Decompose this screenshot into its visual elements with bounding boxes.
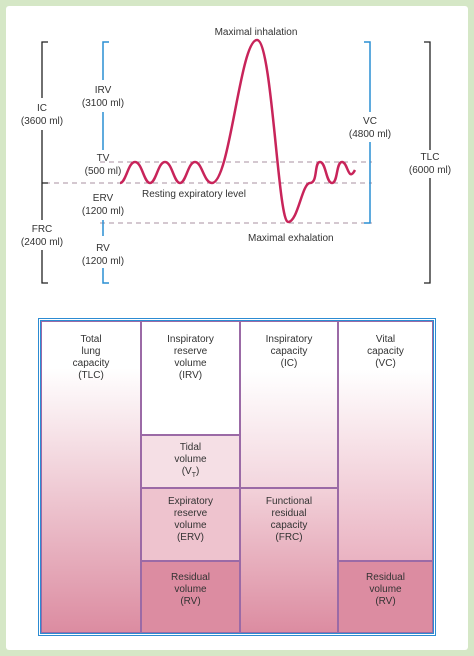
- cell-text: capacity: [72, 358, 110, 369]
- cell-text: capacity: [270, 520, 308, 531]
- table-cell: Residual volume (RV): [338, 561, 433, 633]
- label: (6000 ml): [409, 165, 451, 176]
- cell-text: (IRV): [178, 370, 203, 381]
- label: IRV: [95, 85, 112, 96]
- cell-text: Tidal: [179, 442, 202, 453]
- cell-text: Residual: [366, 572, 405, 583]
- spirogram-curve: [119, 38, 357, 224]
- label: TV: [97, 153, 110, 164]
- table-cell: Inspiratory capacity (IC): [240, 321, 338, 488]
- symbol-part: (V: [181, 466, 192, 477]
- table-cell: Functional residual capacity (FRC): [240, 488, 338, 633]
- symbol-part: T: [191, 472, 196, 479]
- label: RV: [96, 243, 110, 254]
- label: Maximal exhalation: [248, 233, 334, 244]
- cell-text: Vital: [375, 334, 396, 345]
- label: (4800 ml): [349, 129, 391, 140]
- cell-text: volume: [174, 520, 207, 531]
- label: (3600 ml): [21, 116, 63, 127]
- label: IC: [37, 103, 47, 114]
- label: TLC: [421, 152, 440, 163]
- cell-text: (RV): [375, 596, 396, 607]
- table-cell: Residual volume (RV): [141, 561, 240, 633]
- volume-table: Total lung capacity (TLC) Inspiratory reserve…: [38, 318, 436, 636]
- label: (3100 ml): [82, 98, 124, 109]
- cell-text: Residual: [171, 572, 210, 583]
- cell-text: Expiratory: [167, 496, 213, 507]
- label: FRC: [32, 224, 53, 235]
- cell-text: reserve: [173, 346, 208, 357]
- cell-text: capacity: [367, 346, 404, 357]
- table-cell: Total lung capacity (TLC): [41, 321, 141, 633]
- blue-brackets: [102, 41, 371, 284]
- label: VC: [363, 116, 377, 127]
- cell-text: volume: [369, 584, 402, 595]
- cell-text: capacity: [270, 346, 308, 357]
- label: ERV: [93, 193, 114, 204]
- cell-text: lung: [81, 346, 101, 357]
- cell-text: Inspiratory: [265, 334, 313, 345]
- cell-text: Inspiratory: [167, 334, 214, 345]
- cell-text: residual: [271, 508, 307, 519]
- label: (1200 ml): [82, 206, 124, 217]
- table-cell: Expiratory reserve volume (ERV): [141, 488, 240, 561]
- cell-text: volume: [174, 358, 207, 369]
- spirogram: Maximal inhalation Maximal exhalation Re…: [21, 27, 451, 284]
- cell-text: (RV): [180, 596, 201, 607]
- table-cell: Vital capacity (VC): [338, 321, 433, 561]
- label: (1200 ml): [82, 256, 124, 267]
- label: Maximal inhalation: [215, 27, 298, 38]
- cell-text: Functional: [265, 496, 313, 507]
- black-brackets: [41, 41, 431, 284]
- cell-text: volume: [174, 454, 207, 465]
- label: Resting expiratory level: [142, 189, 246, 200]
- cell-text: (VC): [375, 358, 396, 369]
- cell-symbol: (VT): [142, 466, 239, 482]
- cell-text: (IC): [280, 358, 298, 369]
- cell-text: reserve: [173, 508, 208, 519]
- cell-text: (FRC): [275, 532, 303, 543]
- cell-text: volume: [174, 584, 207, 595]
- cell-text: (ERV): [176, 532, 205, 543]
- label: (2400 ml): [21, 237, 63, 248]
- table-cell: Inspiratory reserve volume (IRV): [141, 321, 240, 435]
- label: (500 ml): [85, 166, 122, 177]
- cell-text: (TLC): [78, 370, 104, 381]
- table-cell: Tidal volume (VT): [141, 435, 240, 488]
- cell-text: Total: [80, 334, 102, 345]
- symbol-part: ): [195, 466, 200, 477]
